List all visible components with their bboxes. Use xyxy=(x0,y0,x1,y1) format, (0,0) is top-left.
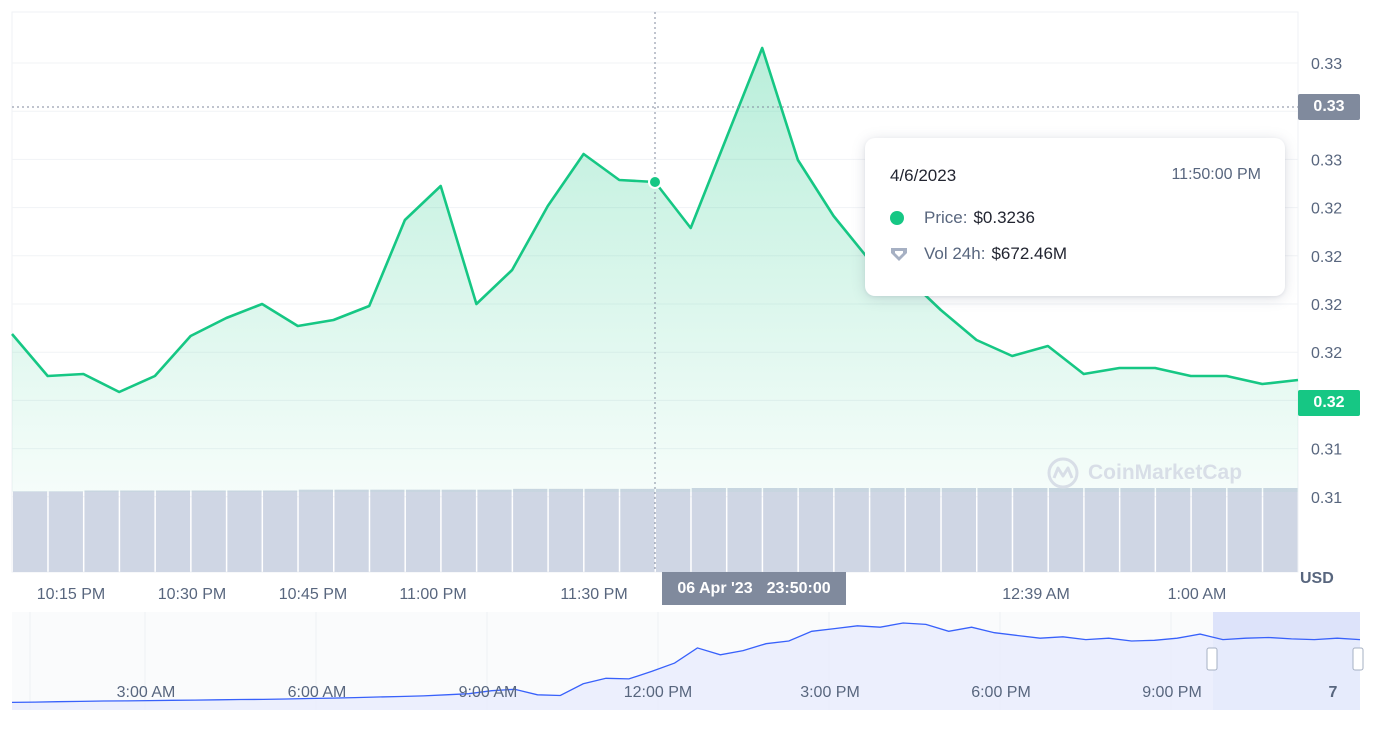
tooltip-volume-row: Vol 24h: $672.46M xyxy=(890,244,1067,264)
tooltip-date: 4/6/2023 xyxy=(890,166,957,185)
navigator-right-handle[interactable] xyxy=(1352,647,1364,671)
volume-bar xyxy=(441,489,476,572)
volume-bar xyxy=(334,489,369,572)
tooltip-volume-label: Vol 24h: xyxy=(924,244,986,263)
coinmarketcap-logo-icon xyxy=(1047,457,1079,489)
y-tick-label: 0.33 xyxy=(1311,56,1342,73)
volume-bar xyxy=(798,488,834,572)
volume-bar xyxy=(1048,488,1084,572)
y-tick-label: 0.32 xyxy=(1311,249,1342,266)
volume-bar xyxy=(1013,488,1048,572)
navigator-x-tick-label: 9:00 PM xyxy=(1142,684,1202,701)
volume-bar xyxy=(656,488,691,572)
volume-bar xyxy=(870,488,905,572)
price-tooltip: 4/6/2023 11:50:00 PM Price: $0.3236 Vol … xyxy=(865,138,1285,296)
volume-bar xyxy=(763,488,798,572)
volume-bar xyxy=(370,489,405,572)
tooltip-price-label: Price: xyxy=(924,208,968,227)
x-tick-label: 10:15 PM xyxy=(37,586,105,603)
volume-bar xyxy=(834,488,869,572)
price-dot-icon xyxy=(890,211,904,225)
volume-bar xyxy=(1084,488,1119,572)
volume-bar xyxy=(1120,488,1155,572)
crosshair-time-text: 23:50:00 xyxy=(766,579,831,597)
y-tick-label: 0.33 xyxy=(1311,152,1342,169)
volume-bar xyxy=(13,491,48,572)
y-tick-label: 0.32 xyxy=(1311,345,1342,362)
navigator-area xyxy=(12,623,1360,710)
volume-bar xyxy=(120,490,155,572)
volume-bar xyxy=(48,491,83,572)
tooltip-price-value: $0.3236 xyxy=(973,208,1035,227)
navigator-x-tick-label: 7 xyxy=(1329,684,1338,701)
navigator-x-tick-label: 6:00 AM xyxy=(288,684,347,701)
navigator-x-tick-label: 12:00 PM xyxy=(624,684,692,701)
volume-bar xyxy=(298,489,333,572)
volume-bar xyxy=(1191,488,1227,572)
y-tick-label: 0.31 xyxy=(1311,442,1342,459)
last-price-text: 0.32 xyxy=(1313,394,1345,411)
x-tick-label: 10:30 PM xyxy=(158,586,226,603)
navigator-line xyxy=(11,622,1361,704)
volume-bar xyxy=(84,490,119,572)
volume-bar xyxy=(906,488,941,572)
y-tick-label: 0.32 xyxy=(1311,201,1342,218)
price-area xyxy=(12,48,1298,492)
currency-label: USD xyxy=(1300,570,1334,587)
x-tick-label: 11:00 PM xyxy=(399,586,466,603)
volume-bar xyxy=(227,490,262,572)
y-tick-label: 0.32 xyxy=(1311,297,1342,314)
last-price-label: 0.32 xyxy=(1298,390,1360,416)
x-tick-label: 1:00 AM xyxy=(1168,586,1227,603)
x-tick-label: 11:30 PM xyxy=(560,586,627,603)
volume-bar xyxy=(727,488,762,572)
volume-shield-icon xyxy=(891,248,907,261)
volume-bar xyxy=(405,489,441,572)
volume-bar xyxy=(477,489,512,572)
volume-bar xyxy=(584,488,619,572)
tooltip-price-row: Price: $0.3236 xyxy=(890,208,1035,228)
hover-point xyxy=(650,177,660,187)
volume-bar xyxy=(620,488,655,572)
coinmarketcap-watermark: CoinMarketCap xyxy=(1046,456,1242,490)
watermark-text: CoinMarketCap xyxy=(1088,461,1243,484)
navigator-x-tick-label: 9:00 AM xyxy=(459,684,518,701)
volume-bar xyxy=(155,490,191,572)
volume-bar xyxy=(513,488,548,572)
y-tick-label: 0.31 xyxy=(1311,490,1342,507)
crosshair-price-text: 0.33 xyxy=(1313,98,1345,115)
volume-bar xyxy=(1156,488,1191,572)
x-tick-label: 12:39 AM xyxy=(1002,586,1070,603)
crosshair-time-label: 06 Apr '23 23:50:00 xyxy=(662,572,846,605)
tooltip-time: 11:50:00 PM xyxy=(1171,166,1261,183)
volume-bar xyxy=(691,488,726,572)
crosshair-date-text: 06 Apr '23 xyxy=(677,579,753,597)
volume-bar xyxy=(1263,488,1298,572)
navigator-x-tick-label: 6:00 PM xyxy=(971,684,1031,701)
navigator-x-tick-label: 3:00 AM xyxy=(117,684,176,701)
volume-bar xyxy=(977,488,1012,572)
crosshair-price-label: 0.33 xyxy=(1298,94,1360,120)
navigator-x-tick-label: 3:00 PM xyxy=(800,684,860,701)
volume-bar xyxy=(263,490,298,572)
volume-bar xyxy=(191,490,226,572)
volume-bar xyxy=(548,488,584,572)
tooltip-volume-value: $672.46M xyxy=(991,244,1068,263)
navigator-left-handle[interactable] xyxy=(1206,647,1218,671)
volume-bar xyxy=(1227,488,1262,572)
x-tick-label: 10:45 PM xyxy=(279,586,347,603)
volume-bar xyxy=(941,488,976,572)
